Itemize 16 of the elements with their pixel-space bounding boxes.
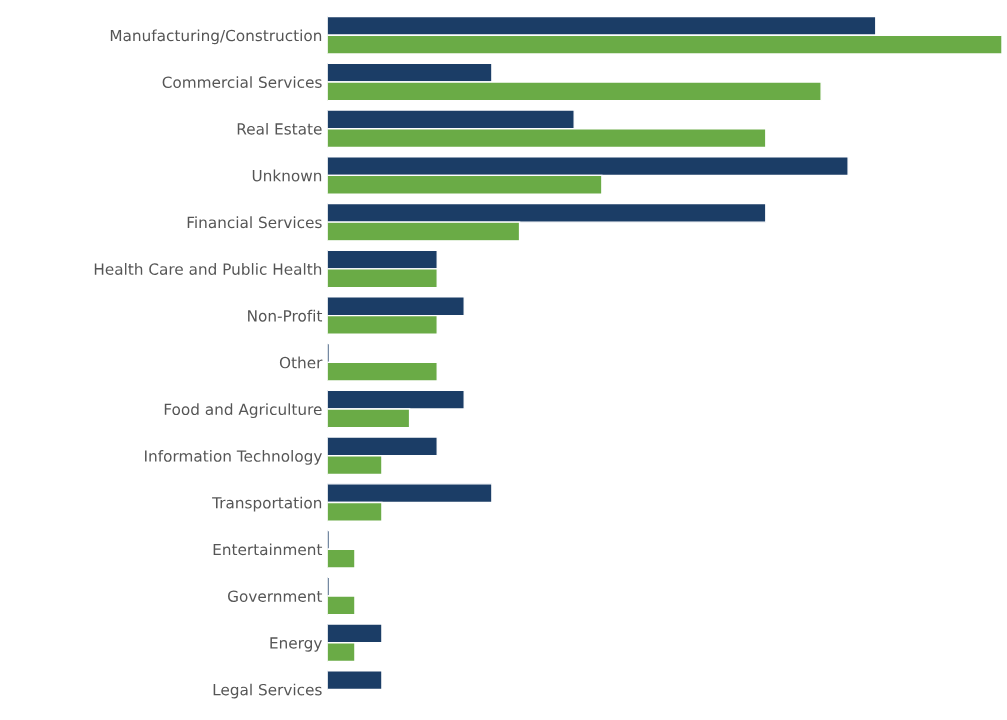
y-tick-label: Other: [279, 356, 323, 369]
y-tick-label: Financial Services: [187, 216, 322, 229]
y-tick-label: Commercial Services: [162, 76, 322, 88]
y-tick-label: Legal Services: [213, 683, 322, 699]
y-tick-label: Unknown: [252, 169, 322, 182]
bar: [327, 670, 383, 691]
y-tick-label: Government: [227, 590, 323, 602]
y-tick-label: Food and Agriculture: [164, 403, 322, 419]
y-tick-label: Transportation: [212, 496, 322, 512]
y-tick-label: Non-Profit: [248, 309, 323, 322]
y-tick-label: Energy: [270, 637, 322, 652]
y-tick-label: Health Care and Public Health: [94, 263, 322, 275]
y-tick-label: Entertainment: [213, 543, 323, 556]
y-tick-label: Real Estate: [237, 122, 322, 135]
y-tick-label: Information Technology: [145, 449, 322, 465]
y-tick-label: Manufacturing/Construction: [110, 29, 322, 45]
